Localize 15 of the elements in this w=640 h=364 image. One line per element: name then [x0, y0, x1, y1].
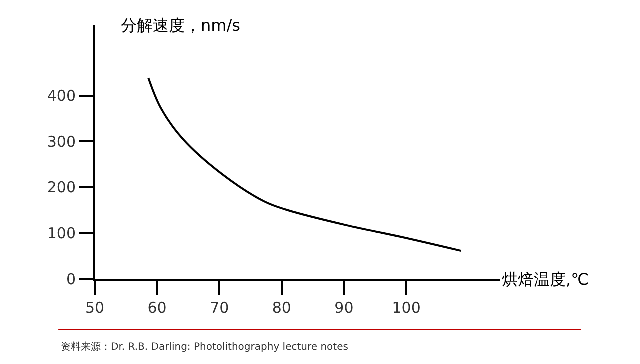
line-series	[148, 77, 462, 252]
x-tick-label: 70	[210, 299, 230, 317]
y-tick-label: 0	[66, 270, 76, 288]
y-tick-label: 100	[47, 224, 76, 242]
x-tick-label: 90	[334, 299, 354, 317]
x-tick-label: 100	[392, 299, 421, 317]
x-tick-label: 50	[85, 299, 105, 317]
x-tick-label: 60	[148, 299, 167, 317]
y-tick-label: 200	[47, 178, 76, 197]
x-axis-title: 烘焙温度,℃	[502, 270, 590, 289]
text: 资料来源：Dr. R.B. Darling: Photolithography lecture notes	[61, 341, 348, 353]
y-tick-label: 400	[47, 87, 76, 106]
y-tick-label: 300	[47, 132, 76, 151]
x-tick-label: 80	[272, 299, 292, 317]
y-axis-title: 分解速度，nm/s	[121, 16, 240, 35]
